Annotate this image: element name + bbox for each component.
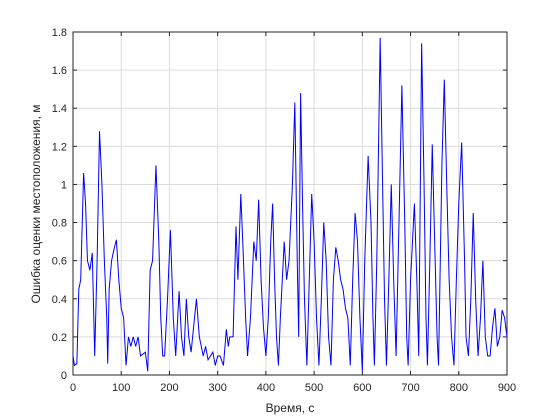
x-tick-label: 900 bbox=[498, 382, 516, 394]
y-tick-label: 1.6 bbox=[52, 65, 67, 77]
y-tick-label: 0.6 bbox=[52, 256, 67, 268]
x-axis-label: Время, с bbox=[266, 401, 315, 415]
x-tick-label: 100 bbox=[112, 382, 130, 394]
y-tick-label: 1.4 bbox=[52, 103, 67, 115]
plot-frame bbox=[72, 31, 508, 376]
x-tick-label: 0 bbox=[70, 382, 76, 394]
x-tick-label: 400 bbox=[257, 382, 275, 394]
x-tick-label: 300 bbox=[208, 382, 226, 394]
y-tick-label: 1.2 bbox=[52, 141, 67, 153]
y-tick-label: 0.2 bbox=[52, 332, 67, 344]
x-tick-label: 200 bbox=[160, 382, 178, 394]
y-tick-label: 1 bbox=[61, 179, 67, 191]
y-tick-label: 0.4 bbox=[52, 294, 67, 306]
y-tick-label: 1.8 bbox=[52, 27, 67, 39]
y-tick-label: 0 bbox=[61, 370, 67, 382]
x-tick-label: 700 bbox=[401, 382, 419, 394]
y-axis-label: Ошибка оценки местоположения, м bbox=[29, 104, 43, 303]
data-line bbox=[72, 37, 508, 372]
x-tick-label: 600 bbox=[353, 382, 371, 394]
x-tick-label: 800 bbox=[450, 382, 468, 394]
y-tick-label: 0.8 bbox=[52, 218, 67, 230]
x-tick-label: 500 bbox=[305, 382, 323, 394]
